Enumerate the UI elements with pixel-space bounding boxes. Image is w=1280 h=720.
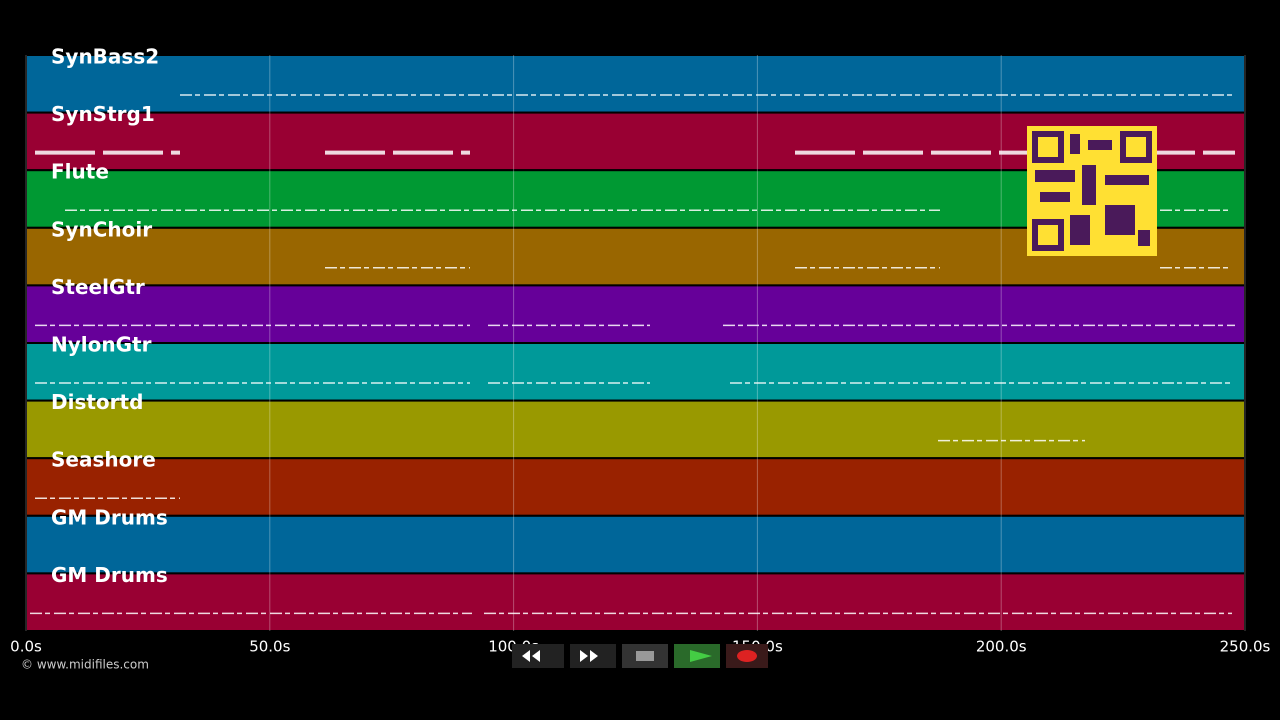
track-name: Seashore	[51, 448, 156, 472]
track-name: GM Drums	[51, 563, 168, 587]
x-tick-label: 250.0s	[1220, 638, 1271, 656]
track-name: Flute	[51, 160, 109, 184]
track-lane	[25, 284, 1246, 344]
copyright: © www.midifiles.com	[21, 658, 149, 672]
track-lane	[25, 457, 1246, 517]
track-name: SynChoir	[51, 217, 152, 241]
track-lane	[25, 572, 1246, 633]
transport-controls	[512, 644, 768, 668]
track-name: GM Drums	[51, 505, 168, 529]
track-name: NylonGtr	[51, 333, 152, 357]
track-lane	[25, 514, 1246, 575]
x-tick-label: 200.0s	[976, 638, 1027, 656]
track-name: Distortd	[51, 390, 143, 414]
track-lane	[25, 399, 1246, 460]
qr-code	[1027, 126, 1157, 256]
x-tick-label: 0.0s	[10, 638, 42, 656]
track-lane	[25, 342, 1246, 402]
track-name: SteelGtr	[51, 275, 145, 299]
notes	[30, 94, 1235, 615]
track-lane	[25, 54, 1246, 114]
x-tick-label: 50.0s	[249, 638, 290, 656]
track-name: SynStrg1	[51, 102, 155, 126]
track-name: SynBass2	[51, 45, 159, 69]
